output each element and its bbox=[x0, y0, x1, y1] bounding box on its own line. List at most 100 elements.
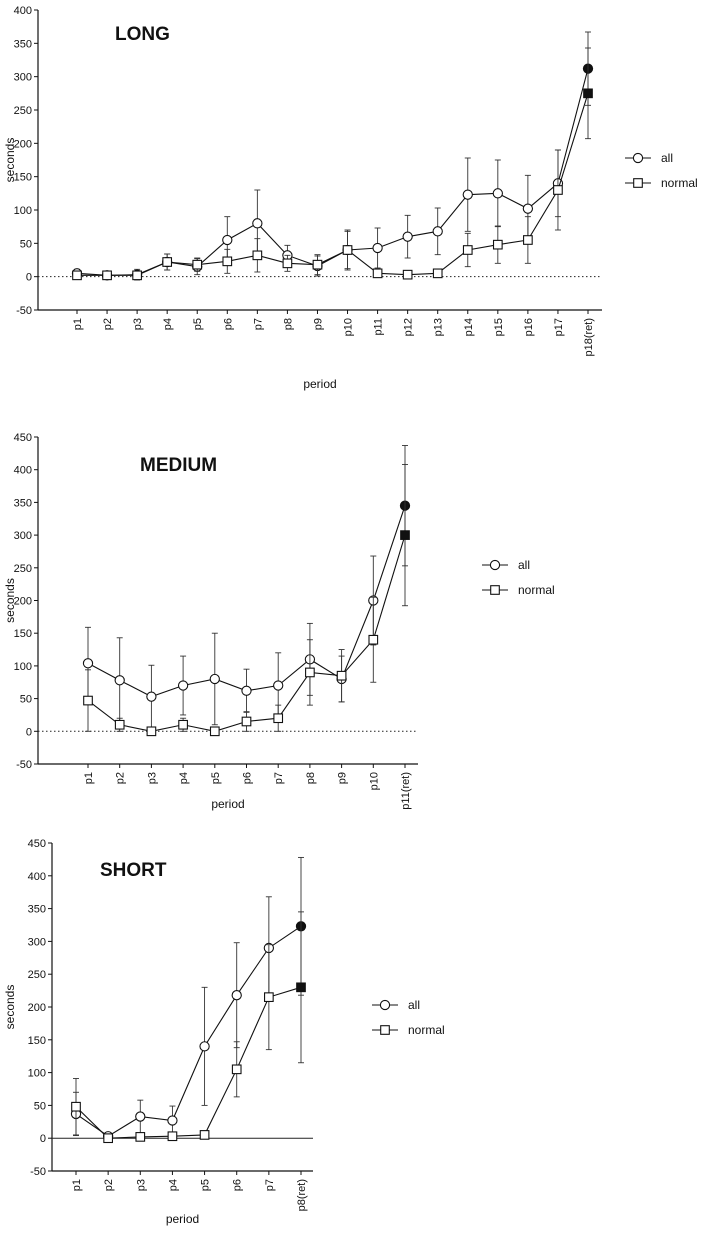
chart-short: -50 0 50 100 150 200 250 300 350 400 450 p1 p2 p3 p4 p5… bbox=[3, 838, 445, 1226]
y-tick-label: 50 bbox=[34, 1100, 46, 1112]
x-tick-label: p10 bbox=[368, 772, 380, 790]
y-axis-label: seconds bbox=[3, 138, 17, 183]
series-line bbox=[75, 986, 302, 1139]
x-tick-label: p7 bbox=[273, 772, 285, 784]
x-tick-label: p8 bbox=[305, 772, 317, 784]
legend-marker bbox=[379, 999, 391, 1011]
data-point-all bbox=[209, 673, 220, 685]
data-point-normal bbox=[72, 270, 82, 281]
data-point-all bbox=[372, 242, 383, 254]
legend-item-all: all bbox=[482, 558, 530, 572]
x-tick-label: p8(ret) bbox=[296, 1179, 308, 1211]
y-tick-label: 100 bbox=[14, 205, 32, 217]
data-point-all bbox=[462, 189, 473, 200]
data-point-normal bbox=[252, 250, 263, 261]
y-tick-label: 50 bbox=[20, 238, 32, 250]
y-axis-label: seconds bbox=[3, 985, 17, 1030]
legend-item-all: all bbox=[625, 151, 673, 165]
data-point-normal bbox=[296, 982, 306, 993]
data-point-normal bbox=[83, 695, 93, 706]
y-tick-label: 150 bbox=[14, 628, 32, 640]
x-tick-label: p1 bbox=[72, 318, 84, 330]
y-tick-label: 250 bbox=[14, 563, 32, 575]
legend-item-all: all bbox=[372, 998, 420, 1012]
data-point-all bbox=[252, 218, 263, 229]
data-point-normal bbox=[146, 726, 157, 737]
data-point-normal bbox=[342, 245, 353, 255]
data-point-normal bbox=[241, 716, 252, 727]
x-tick-label: p2 bbox=[115, 772, 127, 784]
data-point-normal bbox=[400, 530, 410, 540]
y-tick-label: 100 bbox=[28, 1068, 46, 1080]
data-point-all bbox=[222, 234, 233, 246]
legend-label: normal bbox=[661, 176, 698, 190]
x-tick-label: p12 bbox=[403, 318, 415, 336]
x-tick-label: p4 bbox=[162, 318, 174, 330]
series-all bbox=[71, 31, 594, 281]
data-point-normal bbox=[312, 259, 323, 270]
data-point-normal bbox=[368, 634, 379, 645]
legend-marker bbox=[490, 585, 500, 595]
x-tick-label: p11 bbox=[373, 318, 385, 336]
data-point-normal bbox=[167, 1131, 178, 1142]
y-tick-label: 50 bbox=[20, 694, 32, 706]
y-tick-label: 300 bbox=[14, 530, 32, 542]
y-tick-label: 200 bbox=[14, 596, 32, 608]
legend-item-normal: normal bbox=[372, 1023, 445, 1037]
chart-title: SHORT bbox=[100, 860, 167, 881]
data-point-normal bbox=[103, 1133, 113, 1144]
y-tick-label: -50 bbox=[30, 1166, 46, 1178]
y-tick-label: 400 bbox=[14, 465, 32, 477]
data-point-all bbox=[135, 1111, 146, 1122]
x-tick-label: p1 bbox=[83, 772, 95, 784]
y-axis-label: seconds bbox=[3, 578, 17, 623]
data-point-normal bbox=[462, 245, 473, 255]
data-point-normal bbox=[209, 726, 220, 737]
x-tick-label: p2 bbox=[102, 318, 114, 330]
legend-label: all bbox=[408, 998, 420, 1012]
series-normal bbox=[71, 911, 306, 1144]
y-tick-label: 0 bbox=[26, 272, 32, 284]
x-tick-label: p5 bbox=[200, 1179, 212, 1191]
series-all bbox=[82, 445, 411, 729]
x-tick-label: p14 bbox=[463, 318, 475, 336]
x-tick-label: p6 bbox=[232, 1179, 244, 1191]
data-point-normal bbox=[583, 88, 593, 99]
x-tick-label: p4 bbox=[167, 1179, 179, 1191]
data-point-normal bbox=[402, 269, 413, 280]
data-point-all bbox=[114, 675, 125, 686]
data-point-all bbox=[146, 691, 157, 702]
legend-label: normal bbox=[408, 1023, 445, 1037]
data-point-normal bbox=[135, 1132, 146, 1142]
data-point-normal bbox=[372, 268, 383, 279]
y-tick-label: 400 bbox=[14, 5, 32, 17]
x-tick-label: p3 bbox=[146, 772, 158, 784]
data-point-all bbox=[402, 231, 413, 242]
series-line bbox=[87, 505, 406, 698]
x-tick-label: p17 bbox=[553, 318, 565, 336]
x-tick-label: p13 bbox=[433, 318, 445, 336]
x-tick-label: p2 bbox=[103, 1179, 115, 1191]
x-tick-label: p4 bbox=[178, 772, 190, 784]
data-point-all bbox=[432, 226, 443, 237]
data-point-all bbox=[522, 203, 534, 214]
y-tick-label: 250 bbox=[14, 105, 32, 117]
y-tick-label: 0 bbox=[40, 1133, 46, 1145]
y-tick-label: 150 bbox=[14, 172, 32, 184]
chart-title: LONG bbox=[115, 24, 170, 45]
data-point-normal bbox=[222, 256, 233, 267]
data-point-normal bbox=[523, 235, 533, 245]
data-point-normal bbox=[178, 719, 188, 730]
data-point-all bbox=[273, 680, 284, 691]
legend-marker bbox=[633, 178, 643, 188]
y-tick-label: 200 bbox=[28, 1002, 46, 1014]
y-tick-label: -50 bbox=[16, 305, 32, 317]
y-tick-label: -50 bbox=[16, 759, 32, 771]
y-tick-label: 350 bbox=[14, 497, 32, 509]
x-tick-label: p10 bbox=[343, 318, 355, 336]
x-tick-label: p9 bbox=[312, 318, 324, 330]
y-tick-label: 300 bbox=[28, 936, 46, 948]
series-normal bbox=[72, 47, 593, 281]
data-point-normal bbox=[114, 719, 125, 730]
chart-medium: -50 0 50 100 150 200 250 300 350 400 450 p1 p2 p3 p4 p5… bbox=[3, 432, 555, 811]
